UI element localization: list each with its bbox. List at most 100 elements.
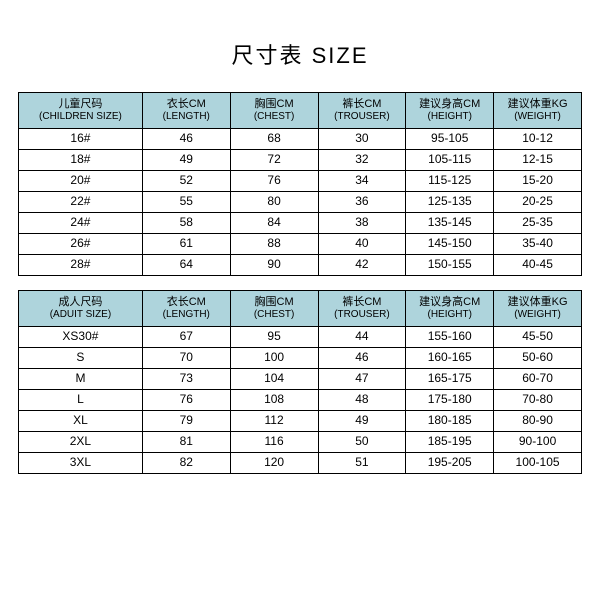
table-cell: 42 [318,255,406,276]
table-cell: 116 [230,432,318,453]
table-cell: 70 [142,348,230,369]
table-cell: 24# [19,213,143,234]
table-cell: 2XL [19,432,143,453]
table-cell: 44 [318,327,406,348]
col-trouser: 裤长CM(TROUSER) [318,291,406,327]
adult-size-table: 成人尺码(ADUIT SIZE) 衣长CM(LENGTH) 胸围CM(CHEST… [18,290,582,474]
table-row: 26#618840145-15035-40 [19,234,582,255]
col-weight: 建议体重KG(WEIGHT) [494,291,582,327]
table-row: 20#527634115-12515-20 [19,171,582,192]
table-cell: 82 [142,453,230,474]
table-cell: 61 [142,234,230,255]
col-height: 建议身高CM(HEIGHT) [406,291,494,327]
table-row: 24#588438135-14525-35 [19,213,582,234]
table-cell: 68 [230,129,318,150]
table-cell: 49 [318,411,406,432]
table-row: 2XL8111650185-19590-100 [19,432,582,453]
table-cell: 145-150 [406,234,494,255]
table-cell: 40 [318,234,406,255]
table-row: XS30#679544155-16045-50 [19,327,582,348]
table-cell: 105-115 [406,150,494,171]
table-cell: 135-145 [406,213,494,234]
table-header-row: 儿童尺码(CHILDREN SIZE) 衣长CM(LENGTH) 胸围CM(CH… [19,93,582,129]
table-cell: 80 [230,192,318,213]
col-chest: 胸围CM(CHEST) [230,291,318,327]
table-cell: 50-60 [494,348,582,369]
table-cell: 30 [318,129,406,150]
size-chart-page: 尺寸表 SIZE 儿童尺码(CHILDREN SIZE) 衣长CM(LENGTH… [0,0,600,600]
col-height: 建议身高CM(HEIGHT) [406,93,494,129]
table-cell: 120 [230,453,318,474]
table-cell: 35-40 [494,234,582,255]
table-row: 22#558036125-13520-25 [19,192,582,213]
table-cell: 115-125 [406,171,494,192]
table-cell: 70-80 [494,390,582,411]
table-cell: 108 [230,390,318,411]
table-cell: 49 [142,150,230,171]
table-row: 16#46683095-10510-12 [19,129,582,150]
table-cell: 51 [318,453,406,474]
table-cell: XS30# [19,327,143,348]
table-cell: 10-12 [494,129,582,150]
table-row: XL7911249180-18580-90 [19,411,582,432]
table-cell: 84 [230,213,318,234]
table-cell: 155-160 [406,327,494,348]
table-cell: L [19,390,143,411]
table-cell: 79 [142,411,230,432]
table-cell: 40-45 [494,255,582,276]
table-row: S7010046160-16550-60 [19,348,582,369]
table-cell: 34 [318,171,406,192]
table-row: 28#649042150-15540-45 [19,255,582,276]
children-tbody: 16#46683095-10510-1218#497232105-11512-1… [19,129,582,276]
table-cell: 16# [19,129,143,150]
table-cell: 22# [19,192,143,213]
table-cell: 160-165 [406,348,494,369]
table-cell: 76 [230,171,318,192]
table-cell: 100 [230,348,318,369]
table-spacer [18,276,582,290]
table-cell: 88 [230,234,318,255]
table-cell: 12-15 [494,150,582,171]
table-cell: 50 [318,432,406,453]
table-cell: 28# [19,255,143,276]
table-cell: 80-90 [494,411,582,432]
col-trouser: 裤长CM(TROUSER) [318,93,406,129]
table-cell: 46 [318,348,406,369]
table-row: 18#497232105-11512-15 [19,150,582,171]
table-cell: 20# [19,171,143,192]
adult-tbody: XS30#679544155-16045-50S7010046160-16550… [19,327,582,474]
table-cell: 58 [142,213,230,234]
table-cell: 112 [230,411,318,432]
page-title: 尺寸表 SIZE [18,38,582,70]
table-cell: 55 [142,192,230,213]
table-cell: 72 [230,150,318,171]
col-length: 衣长CM(LENGTH) [142,291,230,327]
col-size: 儿童尺码(CHILDREN SIZE) [19,93,143,129]
table-header-row: 成人尺码(ADUIT SIZE) 衣长CM(LENGTH) 胸围CM(CHEST… [19,291,582,327]
table-cell: 47 [318,369,406,390]
table-cell: 15-20 [494,171,582,192]
table-cell: 45-50 [494,327,582,348]
table-cell: 90 [230,255,318,276]
table-cell: 76 [142,390,230,411]
table-cell: 64 [142,255,230,276]
col-chest: 胸围CM(CHEST) [230,93,318,129]
table-cell: 125-135 [406,192,494,213]
table-cell: 52 [142,171,230,192]
table-cell: 36 [318,192,406,213]
table-cell: S [19,348,143,369]
col-weight: 建议体重KG(WEIGHT) [494,93,582,129]
table-cell: 38 [318,213,406,234]
table-cell: 60-70 [494,369,582,390]
table-row: L7610848175-18070-80 [19,390,582,411]
table-row: M7310447165-17560-70 [19,369,582,390]
table-cell: M [19,369,143,390]
table-cell: 67 [142,327,230,348]
table-cell: 100-105 [494,453,582,474]
table-cell: 150-155 [406,255,494,276]
table-cell: 3XL [19,453,143,474]
table-cell: 175-180 [406,390,494,411]
table-cell: 18# [19,150,143,171]
table-cell: 32 [318,150,406,171]
table-cell: 90-100 [494,432,582,453]
